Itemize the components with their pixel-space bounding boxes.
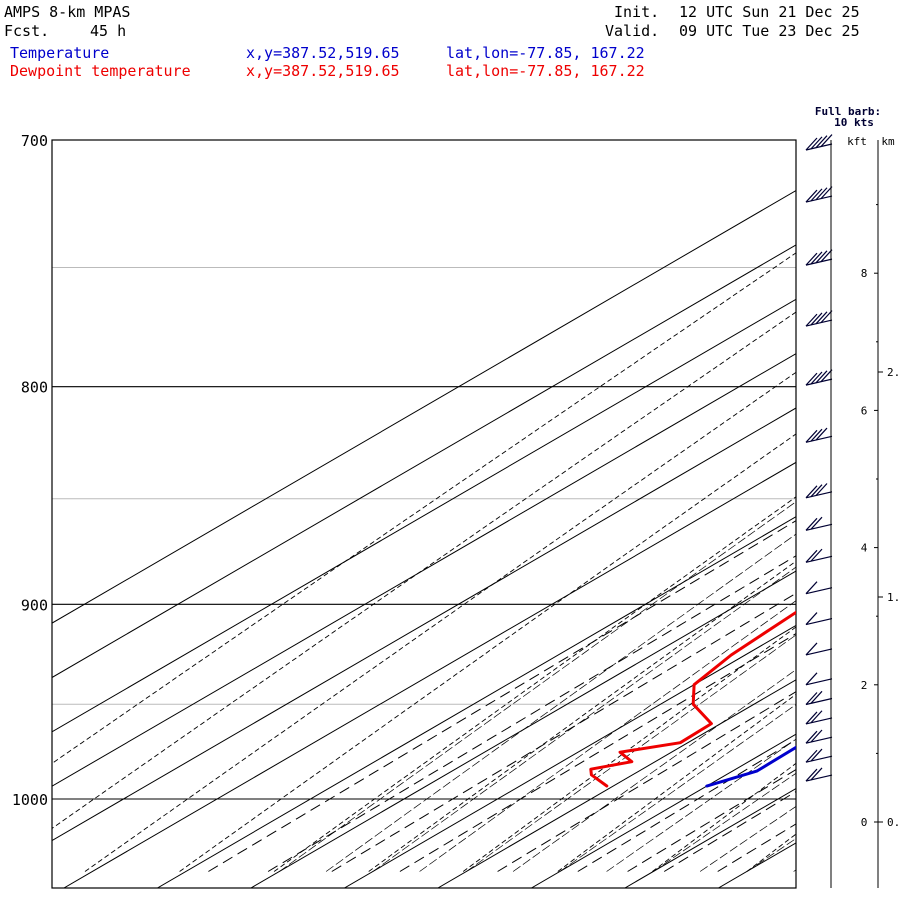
wind-barb (805, 612, 833, 626)
isotherm-line (531, 733, 796, 888)
wind-barb (805, 427, 833, 443)
km-tick-label: 0. (887, 816, 900, 829)
kft-tick-label: 2 (861, 679, 868, 692)
kft-tick-label: 0 (861, 816, 868, 829)
mixing-ratio-line (627, 768, 796, 872)
moist-adiabat-line (466, 634, 796, 872)
dry-adiabat-line (52, 311, 796, 829)
wind-barb (805, 249, 833, 266)
legend-temperature-latlon: lat,lon=-77.85, 167.22 (446, 44, 645, 62)
legend-dewpoint-name: Dewpoint temperature (10, 62, 191, 80)
moist-adiabat-line (559, 704, 796, 872)
legend-temperature-xy: x,y=387.52,519.65 (246, 44, 400, 62)
wind-barb (805, 548, 833, 563)
valid-label: Valid. (605, 22, 660, 40)
mixing-ratio-line (208, 520, 796, 872)
chart-labels: 7008009001000-70-60-50-40-30-20-10022023… (12, 132, 796, 809)
mixing-ratio-line (663, 790, 796, 872)
pressure-tick-label: 1000 (12, 791, 48, 809)
dry-adiabat-line (842, 113, 900, 871)
right-panel: Full barb:10 kts kft km 0 2 4 6 8 0. 1. 2. (805, 105, 900, 888)
km-tick-label: 2. (887, 366, 900, 379)
model-title: AMPS 8-km MPAS (4, 3, 131, 21)
forecast-hour: 45 h (90, 22, 127, 40)
moist-adiabat-line (372, 566, 796, 872)
temperature-line (705, 745, 796, 788)
wind-barb (805, 729, 833, 744)
moist-adiabat-line (887, 113, 900, 871)
moist-adiabat-line (699, 806, 796, 872)
chart-grid (52, 113, 900, 888)
wind-barb (805, 642, 833, 656)
pressure-tick-label: 800 (21, 379, 48, 397)
moist-adiabat-line (325, 533, 796, 872)
wind-barb (805, 516, 833, 531)
init-label: Init. (614, 3, 660, 21)
kft-tick-label: 6 (861, 404, 868, 417)
init-time: 12 UTC Sun 21 Dec 25 (679, 3, 860, 21)
wind-barb (805, 134, 833, 151)
wind-barb (805, 186, 833, 203)
wind-barb (805, 483, 833, 499)
kft-unit-label: kft (847, 135, 867, 148)
isotherm-line (437, 679, 796, 888)
dry-adiabat-line (52, 252, 796, 764)
moist-adiabat-line (419, 600, 796, 872)
isotherm-line (52, 244, 796, 679)
isotherm-line (250, 570, 796, 888)
mixing-ratio-line (399, 633, 796, 872)
mixing-ratio-line (577, 739, 796, 872)
dry-adiabat-line (273, 496, 796, 872)
km-tick-label: 1. (887, 591, 900, 604)
dry-adiabat-line (84, 371, 796, 872)
wind-barb (805, 690, 833, 706)
moist-adiabat-line (512, 669, 796, 872)
isotherm-line (344, 624, 796, 888)
wind-key-value: 10 kts (834, 116, 874, 129)
valid-time: 09 UTC Tue 23 Dec 25 (679, 22, 860, 40)
isotherm-line (157, 516, 796, 888)
dry-adiabat-line (652, 762, 796, 872)
wind-barb (805, 672, 833, 686)
wind-barb (805, 710, 833, 725)
mixing-ratio-line (497, 691, 796, 872)
legend-dewpoint-latlon: lat,lon=-77.85, 167.22 (446, 62, 645, 80)
isotherm-line (52, 298, 796, 733)
isotherm-line (52, 407, 796, 842)
legend-temperature-name: Temperature (10, 44, 110, 62)
dry-adiabat-line (557, 693, 796, 872)
kft-tick-label: 4 (861, 542, 868, 555)
plot-frame (51, 139, 797, 889)
dry-adiabat-line (179, 433, 796, 872)
profile-series (589, 610, 796, 788)
dry-adiabat-line (462, 626, 796, 872)
wind-barb (805, 310, 833, 327)
isotherm-line (52, 353, 796, 787)
forecast-label: Fcst. (4, 22, 50, 40)
dry-adiabat-line (368, 560, 796, 872)
legend-dewpoint-xy: x,y=387.52,519.65 (246, 62, 400, 80)
moist-adiabat-line (279, 501, 796, 872)
isotherm-line (624, 787, 796, 888)
dewpoint-line (589, 610, 796, 788)
kft-tick-label: 8 (861, 267, 868, 280)
moist-adiabat-line (606, 738, 796, 872)
pressure-tick-label: 700 (21, 132, 48, 150)
wind-barb (805, 748, 833, 763)
isotherm-line (63, 461, 796, 888)
moist-adiabat-line (840, 113, 900, 871)
mixing-ratio-line (331, 592, 796, 872)
pressure-tick-label: 900 (21, 596, 48, 614)
mixing-ratio-line (267, 555, 796, 872)
km-unit-label: km (881, 135, 895, 148)
wind-key-title: Full barb: (815, 105, 881, 118)
wind-barb (805, 767, 833, 782)
isotherm-line (52, 189, 796, 624)
wind-barb (805, 581, 833, 595)
wind-barb (805, 369, 833, 386)
